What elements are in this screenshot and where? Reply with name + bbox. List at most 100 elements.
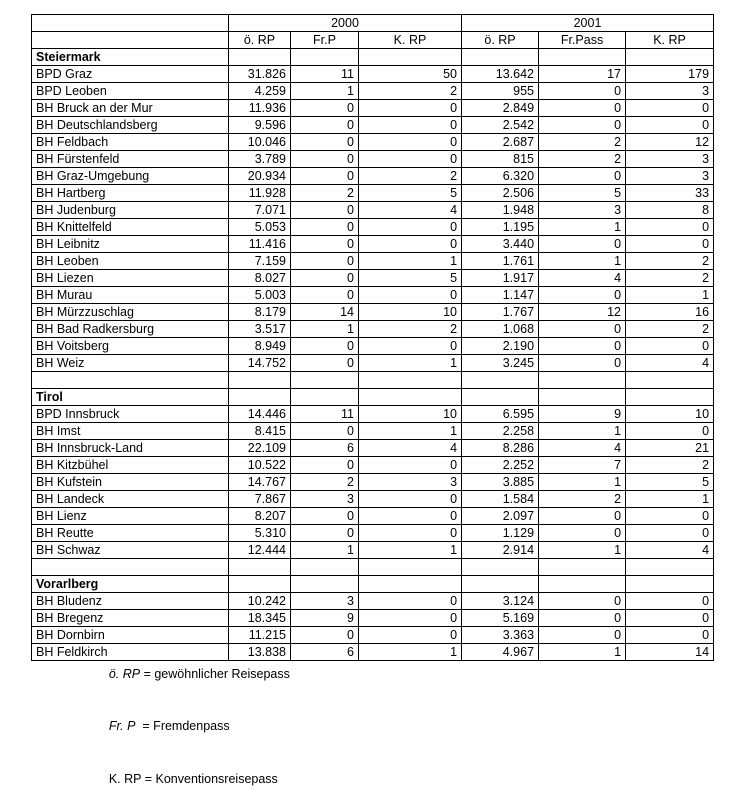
table-row: BH Weiz 14.752 0 1 3.245 0 4 (31, 354, 715, 372)
table-cell-empty (538, 558, 627, 576)
table-cell-value: 0 (538, 167, 627, 185)
table-cell-empty (461, 48, 540, 66)
table-row: BH Kitzbühel 10.522 0 0 2.252 7 2 (31, 456, 715, 474)
table-cell-authority: BH Landeck (31, 490, 229, 508)
legend-abbr: K. RP (108, 771, 142, 786)
table-cell-value: 3.245 (461, 354, 540, 372)
table-cell-empty (228, 558, 291, 576)
table-cell-value: 3 (290, 490, 359, 508)
table-cell-value: 0 (538, 320, 627, 338)
table-cell-value: 17 (538, 65, 627, 83)
table-cell-value: 0 (290, 626, 359, 644)
table-cell-value: 2.914 (461, 541, 540, 559)
table-cell-value: 14.446 (228, 405, 291, 423)
table-cell-value: 0 (625, 422, 715, 440)
table-cell-value: 179 (625, 65, 715, 83)
table-row: BH Judenburg 7.071 0 4 1.948 3 8 (31, 201, 715, 219)
table-cell-authority: BH Bad Radkersburg (31, 320, 229, 338)
table-cell-value: 0 (538, 82, 627, 100)
table-cell-value: 0 (290, 524, 359, 542)
table-cell-value: 0 (290, 286, 359, 304)
table-cell-value: 0 (357, 235, 463, 253)
section-title: Tirol (31, 388, 229, 406)
table-cell-value: 0 (290, 252, 359, 270)
table-row: BH Hartberg 11.928 2 5 2.506 5 33 (31, 184, 715, 202)
table-cell-value: 2 (357, 82, 463, 100)
table-cell-empty (538, 371, 627, 389)
table-cell-value: 2.506 (461, 184, 540, 202)
table-cell-value: 5 (538, 184, 627, 202)
table-cell-value: 7 (538, 456, 627, 474)
table-cell-value: 2.542 (461, 116, 540, 134)
table-row: BH Voitsberg 8.949 0 0 2.190 0 0 (31, 337, 715, 355)
table-cell-value: 10.242 (228, 592, 291, 610)
legend-text: = gewöhnlicher Reisepass (140, 666, 290, 681)
section-header-row: Steiermark (31, 48, 715, 66)
table-cell-value: 1 (538, 541, 627, 559)
table-cell-value: 8.027 (228, 269, 291, 287)
table-cell-authority: BH Judenburg (31, 201, 229, 219)
table-cell-value: 9.596 (228, 116, 291, 134)
table-cell-empty (625, 575, 715, 593)
table-cell-authority: BH Kitzbühel (31, 456, 229, 474)
table-row: BH Bad Radkersburg 3.517 1 2 1.068 0 2 (31, 320, 715, 338)
table-cell-authority: BH Leibnitz (31, 235, 229, 253)
table-cell-value: 31.826 (228, 65, 291, 83)
table-cell-value: 4 (538, 439, 627, 457)
table-cell-value: 0 (625, 507, 715, 525)
table-cell-value: 8.286 (461, 439, 540, 457)
table-cell-value: 10 (625, 405, 715, 423)
table-cell-value: 7.071 (228, 201, 291, 219)
table-cell-value: 12.444 (228, 541, 291, 559)
table-cell-value: 2 (625, 269, 715, 287)
table-cell-value: 1 (538, 473, 627, 491)
table-cell-value: 11.416 (228, 235, 291, 253)
table-cell-value: 0 (357, 150, 463, 168)
table-cell-value: 2.849 (461, 99, 540, 117)
passport-statistics-table: 2000 2001 ö. RP Fr.P K. RP ö. RP Fr.Pass… (31, 14, 715, 661)
table-cell-value: 3.885 (461, 473, 540, 491)
table-cell-empty (461, 558, 540, 576)
table-cell-authority: BH Kufstein (31, 473, 229, 491)
table-cell-value: 0 (357, 133, 463, 151)
table-cell-value: 0 (538, 235, 627, 253)
table-cell-value: 2.252 (461, 456, 540, 474)
table-cell-value: 0 (290, 456, 359, 474)
table-cell-value: 0 (290, 99, 359, 117)
table-cell-value: 0 (357, 286, 463, 304)
table-cell-value: 0 (538, 609, 627, 627)
table-cell-value: 1 (625, 490, 715, 508)
table-cell-value: 0 (625, 99, 715, 117)
table-cell-authority: BH Innsbruck-Land (31, 439, 229, 457)
table-cell-value: 3 (625, 150, 715, 168)
table-cell-authority: BH Feldkirch (31, 643, 229, 661)
header-2001-fr-pass: Fr.Pass (538, 31, 627, 49)
table-cell-value: 3.124 (461, 592, 540, 610)
table-cell-value: 5 (357, 184, 463, 202)
table-cell-value: 1.129 (461, 524, 540, 542)
table-cell-value: 1.948 (461, 201, 540, 219)
table-cell-authority: BH Graz-Umgebung (31, 167, 229, 185)
table-cell-value: 11.215 (228, 626, 291, 644)
table-cell-value: 8.415 (228, 422, 291, 440)
table-cell-value: 3 (625, 82, 715, 100)
table-cell-authority: BH Knittelfeld (31, 218, 229, 236)
table-cell-value: 0 (290, 133, 359, 151)
table-cell-value: 1.767 (461, 303, 540, 321)
table-cell-value: 955 (461, 82, 540, 100)
legend-line: ö. RP = gewöhnlicher Reisepass (88, 648, 290, 701)
header-corner-cell (31, 14, 229, 32)
table-cell-value: 0 (290, 150, 359, 168)
header-2001-k-rp: K. RP (625, 31, 715, 49)
table-cell-value: 0 (625, 524, 715, 542)
table-cell-empty (538, 48, 627, 66)
table-cell-value: 5.169 (461, 609, 540, 627)
table-cell-value: 0 (357, 337, 463, 355)
table-cell-empty (228, 388, 291, 406)
table-cell-value: 0 (538, 337, 627, 355)
section-header-row: Vorarlberg (31, 575, 715, 593)
table-cell-value: 0 (290, 337, 359, 355)
table-cell-value: 0 (290, 507, 359, 525)
table-cell-value: 0 (625, 592, 715, 610)
table-cell-value: 6 (290, 439, 359, 457)
